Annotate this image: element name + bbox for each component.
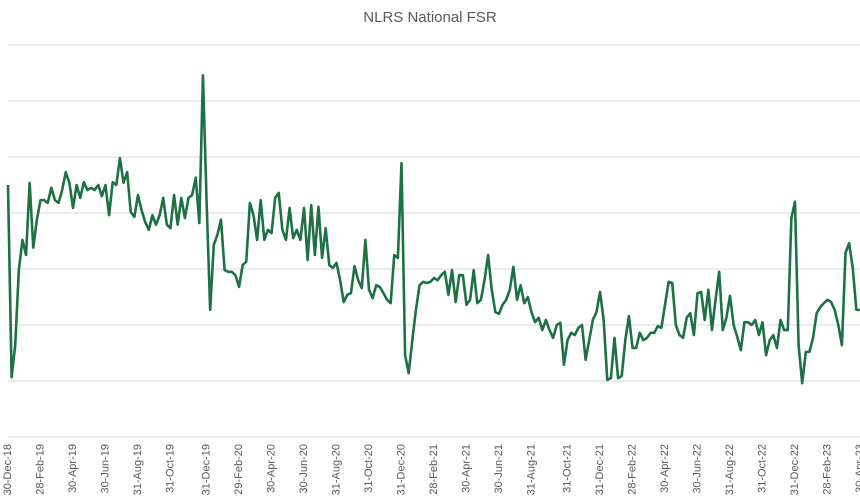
x-tick-label: 30-Apr-20 (265, 444, 277, 493)
x-tick-label: 28-Feb-21 (428, 444, 440, 495)
x-tick-label: 30-Jun-20 (298, 444, 310, 494)
x-tick-label: 30-Jun-22 (691, 444, 703, 494)
x-tick-label: 31-Oct-22 (756, 444, 768, 493)
x-tick-label: 28-Feb-19 (34, 444, 46, 495)
x-tick-label: 30-Apr-23 (854, 444, 860, 493)
x-tick-label: 29-Feb-20 (233, 444, 245, 495)
x-tick-label: 31-Oct-19 (164, 444, 176, 493)
x-tick-label: 31-Aug-21 (525, 444, 537, 495)
x-tick-label: 30-Jun-19 (99, 444, 111, 494)
x-tick-label: 28-Feb-22 (626, 444, 638, 495)
x-tick-label: 31-Dec-20 (395, 444, 407, 495)
x-tick-label: 31-Aug-20 (330, 444, 342, 495)
x-tick-label: 31-Aug-19 (132, 444, 144, 495)
x-tick-label: 31-Dec-21 (594, 444, 606, 495)
x-tick-label: 30-Jun-21 (493, 444, 505, 494)
x-tick-label: 30-Apr-21 (460, 444, 472, 493)
x-tick-label: 31-Dec-19 (200, 444, 212, 495)
x-tick-label: 30-Apr-19 (67, 444, 79, 493)
x-tick-label: 30-Dec-18 (2, 444, 14, 495)
data-line (6, 73, 860, 385)
x-tick-label: 31-Aug-22 (724, 444, 736, 495)
x-tick-label: 31-Oct-20 (363, 444, 375, 493)
x-tick-label: 31-Oct-21 (561, 444, 573, 493)
chart-title: NLRS National FSR (363, 9, 497, 26)
x-tick-label: 28-Feb-23 (821, 444, 833, 495)
x-tick-label: 30-Apr-22 (659, 444, 671, 493)
x-tick-label: 31-Dec-22 (789, 444, 801, 495)
